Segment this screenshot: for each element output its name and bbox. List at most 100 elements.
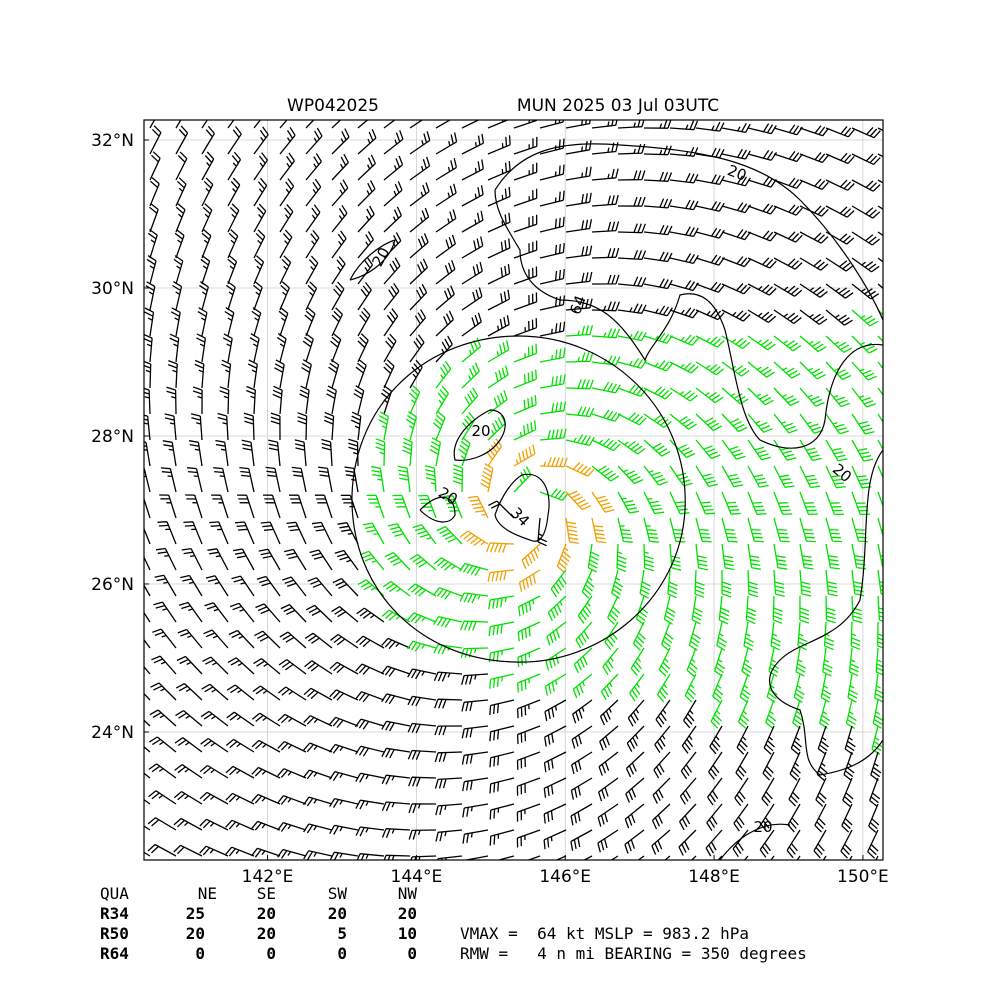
wind-barb	[265, 466, 281, 493]
wind-barb	[851, 595, 863, 624]
wind-barb	[331, 606, 359, 623]
wind-barb	[383, 359, 395, 389]
wind-barb	[435, 385, 449, 415]
wind-barb	[799, 465, 821, 489]
wind-barb	[302, 769, 333, 780]
wind-barb	[747, 387, 774, 406]
wind-barb	[825, 335, 853, 353]
wind-barb	[747, 203, 777, 215]
wind-barb	[383, 333, 397, 363]
wind-barb	[679, 803, 697, 831]
wind-barb	[825, 543, 840, 570]
wind-barb	[435, 183, 457, 207]
wind-barb	[253, 658, 281, 675]
wind-barb	[149, 177, 160, 207]
wind-barb	[408, 776, 437, 787]
wind-barb	[331, 256, 346, 285]
wind-barb	[617, 412, 647, 426]
wind-barb	[513, 240, 538, 259]
wind-barb	[591, 491, 615, 513]
wind-barb	[176, 655, 203, 675]
wind-barb	[643, 413, 672, 428]
wind-barb	[409, 131, 431, 155]
wind-barb	[544, 725, 567, 747]
wind-barb	[799, 595, 810, 624]
wind-barb	[286, 521, 307, 545]
wind-barb	[643, 224, 673, 236]
wind-barb	[721, 335, 751, 350]
wind-barb	[825, 387, 851, 408]
wind-barb	[825, 413, 849, 435]
wind-barb	[571, 751, 593, 775]
wind-barb	[356, 607, 385, 623]
wind-barb	[747, 491, 767, 515]
wind-barb	[305, 255, 319, 285]
wind-barb	[381, 720, 411, 732]
x-tick-label: 144°E	[391, 867, 443, 887]
wind-barb	[695, 439, 721, 460]
y-tick-label: 24°N	[91, 723, 134, 743]
wind-barb	[251, 739, 281, 753]
wind-barb	[604, 621, 619, 650]
table-header: NW	[398, 884, 418, 903]
wind-barb	[435, 803, 463, 816]
wind-barb	[253, 203, 267, 233]
wind-barb	[232, 548, 255, 571]
wind-barb	[225, 846, 255, 857]
wind-barb	[222, 333, 233, 363]
wind-barb	[643, 305, 673, 317]
wind-barb	[565, 517, 579, 545]
wind-barb	[840, 829, 853, 859]
wind-barb	[384, 552, 411, 571]
wind-barb	[539, 401, 567, 415]
wind-barb	[314, 494, 333, 519]
wind-barb	[643, 465, 668, 486]
wind-barb	[487, 569, 515, 582]
wind-barb	[516, 829, 541, 848]
wind-barb	[626, 725, 645, 752]
wind-barb	[773, 361, 801, 379]
row-label: R50	[100, 924, 129, 943]
wind-barb	[149, 125, 162, 155]
wind-barb	[761, 777, 775, 807]
wind-barb	[591, 194, 619, 207]
wind-barb	[487, 365, 509, 389]
wind-barb	[357, 282, 372, 311]
wind-barb	[305, 178, 322, 207]
wind-barb	[869, 777, 881, 807]
wind-barb	[175, 177, 187, 207]
wind-barb	[303, 687, 333, 701]
wind-barb	[303, 742, 333, 753]
wind-barb	[669, 146, 699, 157]
row-label: R64	[100, 944, 129, 963]
wind-barb	[539, 216, 565, 233]
wind-barb	[200, 737, 229, 753]
wind-barb	[435, 335, 453, 363]
wind-barb	[199, 791, 229, 805]
wind-barb	[747, 543, 762, 570]
wind-barb	[653, 751, 671, 779]
wind-barb	[276, 333, 287, 363]
wind-barb	[405, 411, 418, 441]
wind-barb	[279, 281, 290, 311]
wind-barb	[539, 374, 566, 389]
contour-label: 20	[471, 422, 490, 440]
wind-barb	[627, 699, 645, 727]
wind-barb	[739, 673, 751, 704]
wind-barb	[330, 333, 342, 363]
wind-barb	[164, 413, 177, 441]
wind-barb	[773, 413, 798, 434]
wind-barb	[201, 203, 213, 233]
wind-barb	[599, 699, 619, 726]
wind-barb	[332, 578, 359, 597]
wind-barb	[251, 307, 262, 337]
wind-barb	[539, 243, 565, 259]
wind-barb	[199, 281, 209, 311]
wind-barb	[669, 334, 699, 346]
wind-barb	[280, 604, 307, 623]
table-cell: 0	[407, 944, 417, 963]
wind-barb	[573, 647, 593, 674]
wind-barb	[366, 494, 385, 519]
wind-barb	[669, 280, 699, 292]
wind-barb	[669, 199, 699, 211]
